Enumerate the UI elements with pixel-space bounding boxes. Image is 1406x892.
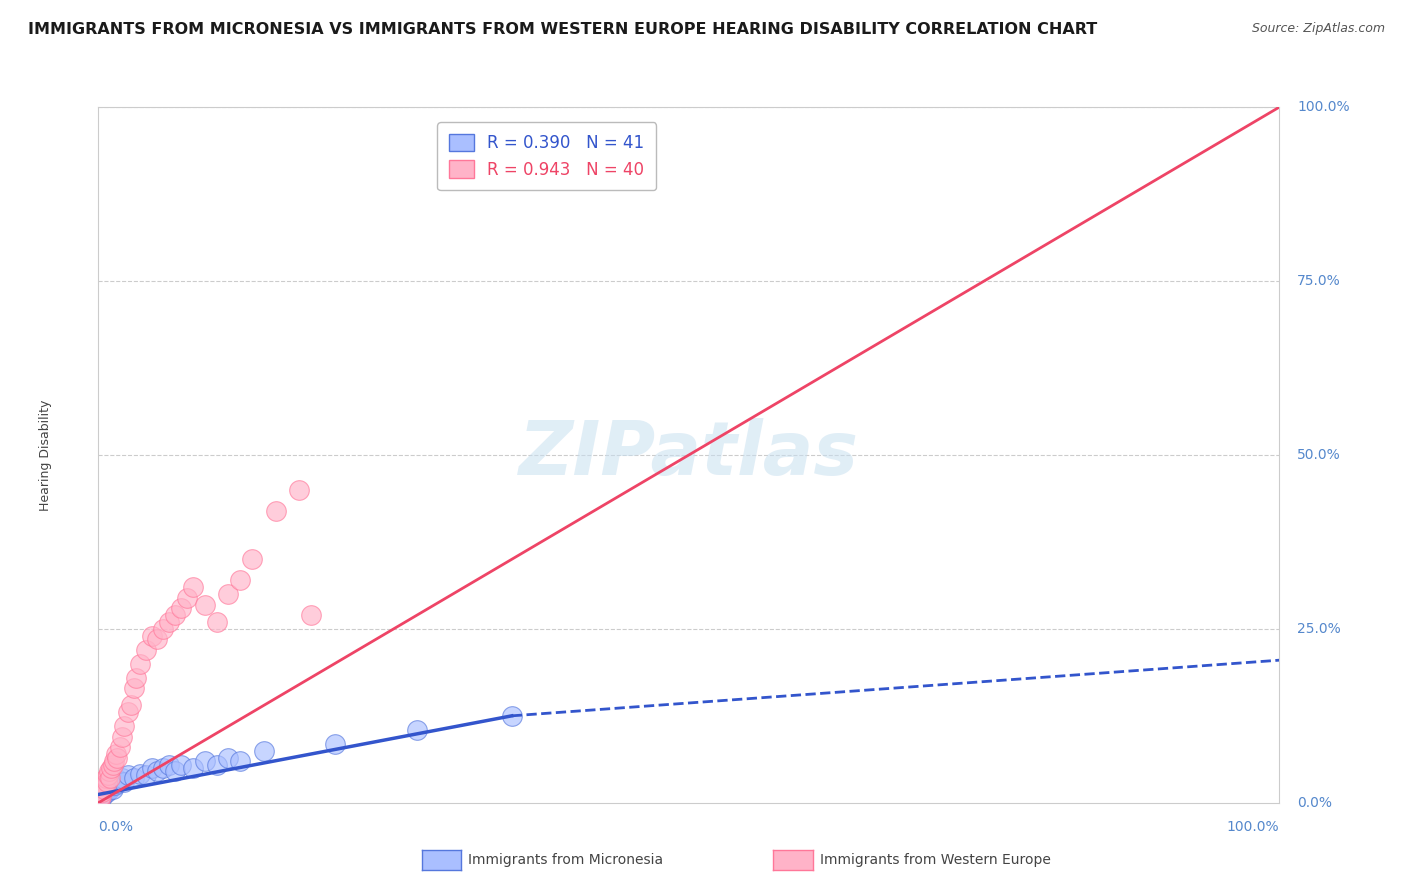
Text: Source: ZipAtlas.com: Source: ZipAtlas.com [1251,22,1385,36]
Point [112,775,135,789]
Point [94,772,117,786]
Point [94,783,117,797]
Text: IMMIGRANTS FROM MICRONESIA VS IMMIGRANTS FROM WESTERN EUROPE HEARING DISABILITY : IMMIGRANTS FROM MICRONESIA VS IMMIGRANTS… [28,22,1097,37]
Text: 50.0%: 50.0% [1298,448,1341,462]
Point [96,778,118,792]
Point [128,657,150,671]
Text: ZIPatlas: ZIPatlas [519,418,859,491]
Point [128,766,150,780]
Point [122,681,145,695]
Point [217,750,239,764]
Point [253,744,276,758]
Point [98,772,121,786]
Point [111,730,134,744]
Point [141,761,163,775]
Point [217,587,239,601]
Point [91,785,114,799]
Point [101,757,124,772]
Point [501,708,523,723]
Point [101,781,124,796]
Text: Immigrants from Micronesia: Immigrants from Micronesia [468,853,664,867]
Point [122,772,145,786]
Point [89,792,111,806]
Point [194,754,217,768]
Point [105,747,128,761]
Point [288,483,311,497]
Point [146,764,169,779]
Point [111,772,134,786]
Point [264,503,287,517]
Legend: R = 0.390   N = 41, R = 0.943   N = 40: R = 0.390 N = 41, R = 0.943 N = 40 [437,122,657,190]
Point [100,761,122,775]
Point [194,598,217,612]
Point [112,719,135,733]
Point [229,754,252,768]
Point [108,773,131,788]
Point [93,781,115,796]
Point [240,552,263,566]
Point [91,790,114,805]
Point [98,775,121,789]
Point [105,776,128,790]
Point [135,768,157,782]
Point [205,615,228,629]
Point [93,788,115,802]
Point [125,671,148,685]
Text: Immigrants from Western Europe: Immigrants from Western Europe [820,853,1050,867]
Point [91,778,114,792]
Point [98,764,121,779]
Point [135,642,157,657]
Point [117,768,139,782]
Point [100,778,122,792]
Point [91,785,114,799]
Point [165,607,187,622]
Point [98,783,121,797]
Text: 0.0%: 0.0% [98,821,134,834]
Point [406,723,429,737]
Point [181,580,204,594]
Text: 100.0%: 100.0% [1298,100,1350,114]
Point [97,768,120,782]
Point [117,706,139,720]
Point [299,607,322,622]
Point [96,775,118,789]
Point [105,750,128,764]
Point [89,788,111,802]
Text: 25.0%: 25.0% [1298,622,1341,636]
Point [90,789,112,803]
Point [141,629,163,643]
Point [170,757,193,772]
Point [96,785,118,799]
Point [176,591,198,605]
Point [108,740,131,755]
Point [157,757,180,772]
Point [165,764,187,779]
Text: 100.0%: 100.0% [1227,821,1279,834]
Point [93,781,115,796]
Text: 0.0%: 0.0% [1298,796,1331,810]
Point [97,781,120,796]
Point [323,737,346,751]
Point [103,754,125,768]
Point [98,780,121,795]
Point [105,772,128,786]
Point [170,601,193,615]
Point [103,775,125,789]
Point [146,632,169,647]
Point [152,622,174,636]
Point [229,573,252,587]
Point [157,615,180,629]
Text: Hearing Disability: Hearing Disability [39,400,52,510]
Point [205,757,228,772]
Text: 75.0%: 75.0% [1298,274,1341,288]
Point [104,778,127,792]
Point [121,698,143,713]
Point [152,761,174,775]
Point [90,789,112,803]
Point [181,761,204,775]
